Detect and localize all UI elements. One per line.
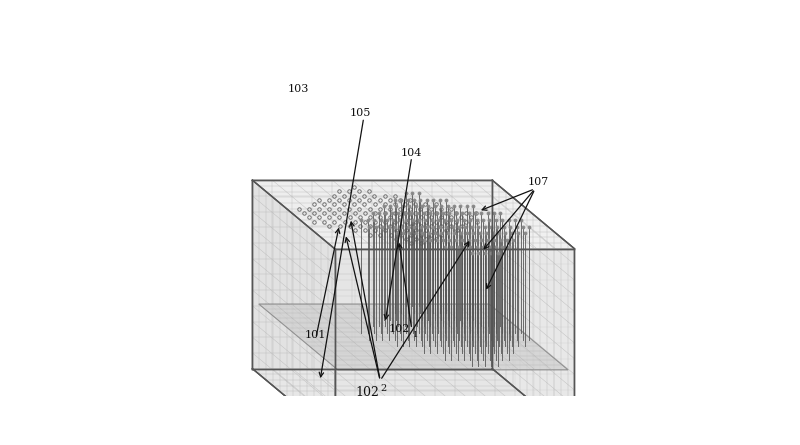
Polygon shape — [252, 180, 334, 437]
Polygon shape — [252, 368, 574, 437]
Text: 105: 105 — [350, 109, 371, 118]
Polygon shape — [259, 304, 568, 370]
Polygon shape — [252, 180, 492, 368]
Text: 102: 102 — [355, 386, 379, 399]
Polygon shape — [252, 180, 574, 249]
Polygon shape — [334, 249, 574, 437]
Text: 2: 2 — [381, 384, 387, 393]
Text: 101: 101 — [305, 330, 326, 340]
Polygon shape — [492, 180, 574, 437]
Text: 103: 103 — [288, 85, 310, 94]
Text: 107: 107 — [528, 177, 549, 187]
Text: 1: 1 — [414, 331, 419, 339]
Text: 102: 102 — [389, 324, 410, 334]
Text: 104: 104 — [401, 148, 422, 158]
